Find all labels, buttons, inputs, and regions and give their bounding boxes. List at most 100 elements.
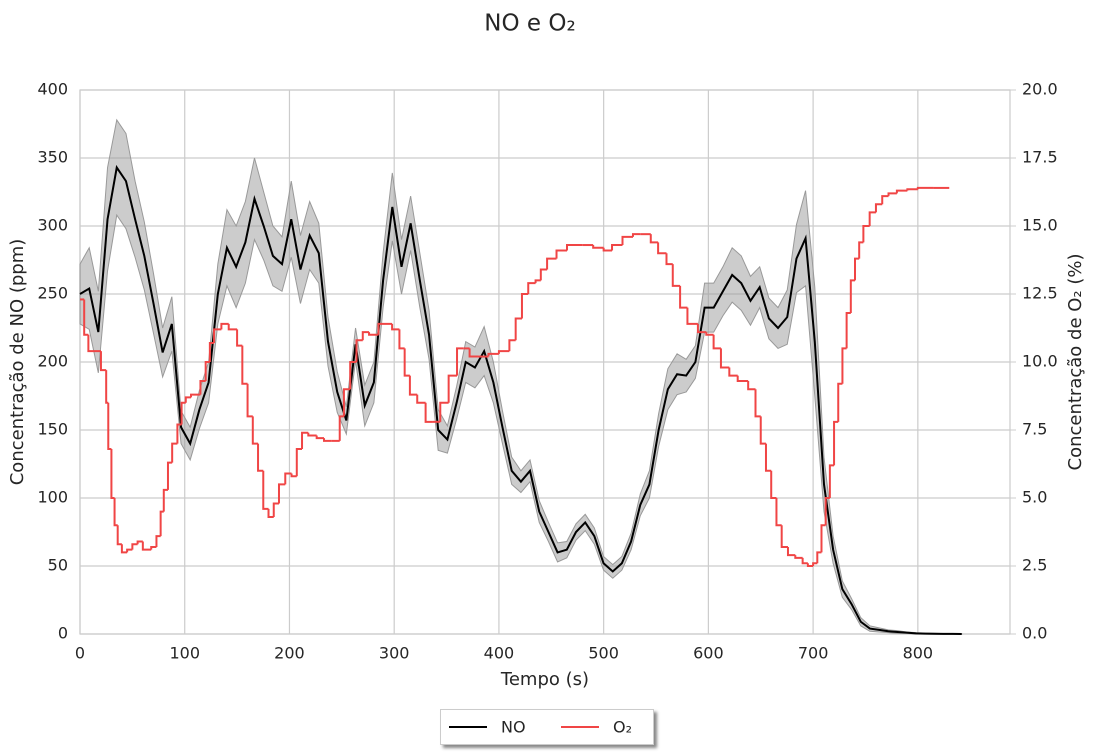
step-segment [408,375,418,396]
step-segment [403,348,410,377]
step-segment [290,473,297,478]
step-segment [141,541,152,551]
step-segment [786,546,796,557]
step-segment [424,402,433,423]
step-segment [99,351,107,372]
y2-tick-label: 17.5 [1022,148,1058,167]
step-segment [565,244,583,251]
step-segment [150,545,157,550]
step-segment [307,432,317,437]
line [79,164,962,635]
step-segment [391,323,400,331]
step-segment [820,524,826,553]
step-segment [728,367,738,377]
step-segment [508,339,516,352]
step-segment [780,525,788,548]
step-segment [649,234,659,244]
y-tick-label: 300 [37,216,68,235]
step-segment [323,438,332,442]
legend-label: NO [501,718,526,737]
step-segment [514,317,522,341]
step-segment [349,361,357,390]
step-segment [447,374,458,403]
step-segment [180,401,186,425]
step-segment [456,347,464,376]
y-tick-label: 250 [37,284,68,303]
step-segment [295,448,303,477]
step-segment [284,472,292,485]
step-segment [665,253,673,266]
step-segment [858,241,864,259]
step-segment [657,242,667,255]
step-segment [171,442,178,463]
step-segment [342,388,351,417]
step-segment [338,415,344,441]
step-segment [754,389,761,418]
step-segment [131,543,138,550]
step-segment [854,257,860,281]
step-segment [301,431,309,450]
y2-tick-label: 2.5 [1022,556,1047,575]
step-segment [315,435,325,440]
step-segment [227,323,238,331]
step-segment [236,329,243,347]
y2-tick-label: 10.0 [1022,352,1058,371]
step-segment [220,322,229,330]
x-tick-label: 100 [169,644,200,663]
step-segment [816,551,822,564]
step-segment [110,449,115,499]
step-segment [277,483,286,504]
step-segment [520,293,529,319]
y2-tick-label: 20.0 [1022,80,1058,99]
step-segment [213,328,222,343]
step-segment [546,257,557,270]
x-tick-label: 200 [274,644,305,663]
step-segment [267,508,274,519]
step-segment [833,420,839,466]
step-segment [184,396,192,403]
step-segment [272,502,279,518]
plot-frame [79,89,1011,635]
step-segment [705,332,714,336]
step-segment [828,464,835,498]
step-segment [166,461,173,490]
step-segment [916,186,934,190]
step-segment [841,347,847,384]
step-segment [487,352,499,357]
step-segment [794,555,803,559]
step-segment [887,192,897,197]
step-segment [116,525,122,546]
y-tick-label: 150 [37,420,68,439]
step-segment [621,235,633,246]
step-segment [105,370,109,404]
step-segment [497,350,510,354]
step-segment [368,332,379,336]
step-segment [398,329,405,350]
y-tick-label: 100 [37,488,68,507]
confidence-band [79,118,963,635]
step-segment [712,334,721,350]
step-segment [262,470,269,510]
step-segment [87,334,101,353]
step-segment [611,244,623,251]
y-tick-label: 50 [48,556,68,575]
step-segment [874,203,883,213]
step-segment [592,245,604,249]
step-segment [204,361,210,382]
chart-title: NO e O₂ [484,11,575,37]
step-segment [686,307,698,325]
step-segment [361,331,370,341]
step-segment [824,497,830,526]
step-segment [759,416,766,445]
step-segment [113,498,118,527]
step-segment [208,341,215,362]
x-tick-label: 600 [693,644,724,663]
x-tick-label: 0 [75,644,85,663]
x-tick-label: 300 [379,644,410,663]
step-segment [696,323,707,334]
step-segment [764,443,772,472]
step-segment [251,416,259,445]
step-segment [602,247,613,252]
step-segment [719,348,730,369]
